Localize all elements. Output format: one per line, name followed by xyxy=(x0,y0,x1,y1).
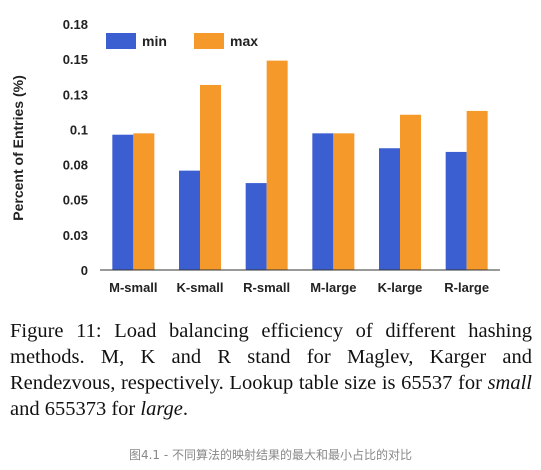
y-tick-label: 0.15 xyxy=(63,52,88,67)
bar-max-k-small xyxy=(200,84,221,270)
bar-min-m-large xyxy=(312,133,334,270)
y-axis-label: Percent of Entries (%) xyxy=(10,75,26,220)
x-tick-label: M-small xyxy=(109,280,157,295)
caption-text-1: Figure 11: Load balancing efficiency of … xyxy=(10,320,532,394)
bar-max-k-large xyxy=(400,114,421,270)
bar-max-m-large xyxy=(333,133,355,270)
legend-swatch-min xyxy=(106,33,136,49)
y-tick-label: 0.18 xyxy=(63,17,88,32)
x-tick-label: M-large xyxy=(310,280,356,295)
bar-min-r-small xyxy=(245,183,267,270)
figure-footnote: 图4.1 - 不同算法的映射结果的最大和最小占比的对比 xyxy=(128,448,413,462)
caption-emphasis-small: small xyxy=(487,372,532,394)
y-tick-label: 0.05 xyxy=(63,193,88,208)
bars xyxy=(112,60,488,271)
caption-text-2: and 655373 for xyxy=(10,398,141,420)
caption-emphasis-large: large xyxy=(140,398,183,420)
caption-text-3: . xyxy=(182,398,189,420)
legend-label-min: min xyxy=(142,33,167,49)
y-tick-label: 0.08 xyxy=(63,158,88,173)
bar-chart: 0 0.03 0.05 0.08 0.1 0.13 0.15 0.18 M-small K-sm… xyxy=(10,17,500,295)
bar-min-k-small xyxy=(179,170,200,270)
bar-max-m-small xyxy=(133,133,155,270)
legend: min max xyxy=(106,33,258,49)
bar-min-r-large xyxy=(445,151,467,270)
x-axis: M-small K-small R-small M-large K-large R-lar… xyxy=(100,269,500,295)
x-tick-label: K-large xyxy=(378,280,423,295)
x-tick-label: K-small xyxy=(177,280,224,295)
x-tick-label: R-large xyxy=(444,280,489,295)
y-axis: 0 0.03 0.05 0.08 0.1 0.13 0.15 0.18 xyxy=(63,17,88,278)
bar-min-m-small xyxy=(112,134,134,270)
y-tick-label: 0.1 xyxy=(70,122,88,137)
bar-min-k-large xyxy=(379,148,400,270)
x-tick-label: R-small xyxy=(243,280,290,295)
bar-max-r-small xyxy=(266,60,288,271)
y-tick-label: 0.13 xyxy=(63,87,88,102)
legend-swatch-max xyxy=(194,33,224,49)
y-tick-label: 0 xyxy=(81,263,88,278)
y-tick-label: 0.03 xyxy=(63,228,88,243)
bar-max-r-large xyxy=(466,110,488,270)
legend-label-max: max xyxy=(230,33,258,49)
figure-caption: Figure 11: Load balancing efficiency of … xyxy=(10,318,532,422)
